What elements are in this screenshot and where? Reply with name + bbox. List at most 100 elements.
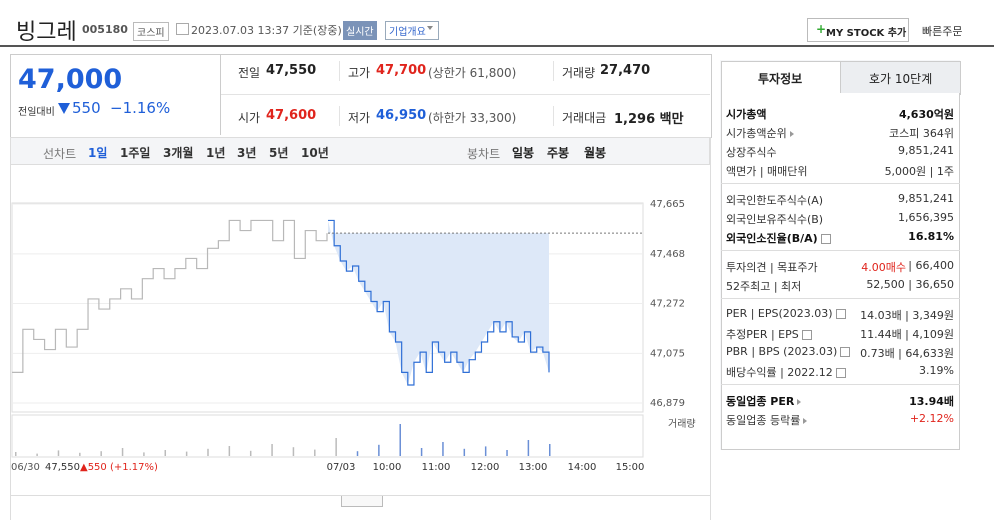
- info-row: PBR | BPS (2023.03) 0.73배 | 64,633원: [726, 343, 954, 362]
- info-row: 외국인한도주식수(A) 9,851,241: [726, 190, 954, 209]
- y-tick-label: 47,665: [650, 199, 685, 210]
- info-value: 5,000원 | 1주: [884, 165, 954, 178]
- info-value: 14.03배 | 3,349원: [860, 309, 954, 322]
- info-value: 코스피 364위: [889, 127, 954, 140]
- summary-value: 47,600: [266, 108, 317, 123]
- info-value: 13.94배: [909, 395, 954, 408]
- info-row: 액면가 | 매매단위 5,000원 | 1주: [726, 161, 954, 180]
- x-tick-label: 13:00: [519, 462, 548, 473]
- plus-icon: +: [816, 22, 827, 36]
- collapse-button[interactable]: [341, 496, 383, 507]
- info-row: 외국인보유주식수(B) 1,656,395: [726, 209, 954, 228]
- info-label: 추정PER | EPS: [726, 326, 812, 342]
- group-rule: [721, 298, 960, 299]
- volume-bar: [314, 449, 316, 456]
- info-value: 0.73배 | 64,633원: [860, 347, 954, 360]
- info-label: PBR | BPS (2023.03): [726, 345, 851, 358]
- help-icon[interactable]: [835, 309, 846, 319]
- summary-value: 46,950: [376, 108, 427, 123]
- info-value: 4,630억원: [898, 108, 954, 121]
- volume-bar: [79, 452, 81, 456]
- divider: [553, 61, 554, 81]
- info-value: 4.00매수: [861, 261, 906, 274]
- prev-close: 47,550: [45, 462, 80, 473]
- datetime: 2023.07.03 13:37 기준(장중): [191, 24, 342, 37]
- info-label: 액면가 | 매매단위: [726, 165, 808, 178]
- overview-button[interactable]: 기업개요: [385, 21, 439, 40]
- group-rule: [721, 250, 960, 251]
- period-tab[interactable]: 1일: [88, 146, 108, 160]
- info-tab-active[interactable]: [721, 61, 841, 94]
- volume-bar: [335, 438, 337, 456]
- period-tab[interactable]: 3개월: [163, 146, 194, 160]
- volume-frame: [11, 414, 644, 458]
- help-icon[interactable]: [835, 368, 846, 378]
- summary-value: 1,296 백만: [614, 112, 684, 127]
- period-tab[interactable]: 10년: [301, 146, 329, 160]
- summary-label: 거래대금: [562, 111, 607, 125]
- mystock-label: MY STOCK 추가: [826, 28, 907, 39]
- candle-tab[interactable]: 주봉: [547, 146, 570, 160]
- price-line: [12, 219, 328, 373]
- summary-label: 전일: [238, 66, 261, 80]
- volume-bar: [463, 448, 466, 456]
- plot-frame: [11, 202, 644, 413]
- volume-bar: [36, 453, 38, 456]
- prev-change: ▲550 (+1.17%): [80, 462, 158, 473]
- divider: [339, 61, 340, 81]
- volume-bar: [185, 451, 188, 456]
- change: 550: [72, 99, 101, 117]
- area-fill: [328, 220, 549, 386]
- realtime-badge[interactable]: 실시간: [343, 21, 377, 40]
- help-icon[interactable]: [820, 234, 831, 244]
- volume-bar: [442, 442, 444, 456]
- info-value: 1,656,395: [898, 211, 954, 224]
- market-badge: 코스피: [133, 22, 169, 41]
- group-rule: [721, 183, 960, 184]
- x-tick-label: 11:00: [422, 462, 451, 473]
- info-value: 3.19%: [919, 364, 954, 377]
- info-row: 배당수익률 | 2022.12 3.19%: [726, 362, 954, 381]
- arrow-icon[interactable]: [789, 131, 794, 137]
- quick-order[interactable]: 빠른주문: [922, 25, 963, 38]
- period-tab[interactable]: 5년: [269, 146, 289, 160]
- summary-value: 47,700: [376, 63, 427, 78]
- help-icon[interactable]: [801, 330, 812, 340]
- volume-bar: [121, 448, 124, 456]
- summary-label: 거래량: [562, 66, 596, 80]
- period-tab[interactable]: 3년: [237, 146, 257, 160]
- info-label: 동일업종 등락률: [726, 412, 808, 428]
- info-row: 동일업종 PER 13.94배: [726, 391, 954, 410]
- tab-bar: [10, 137, 710, 165]
- tab-label: 봉차트: [467, 147, 501, 161]
- volume-bar: [506, 450, 508, 456]
- arrow-icon[interactable]: [803, 418, 808, 424]
- mystock-button[interactable]: [807, 18, 909, 42]
- candle-tab[interactable]: 일봉: [512, 146, 535, 160]
- volume-bar: [100, 451, 102, 456]
- price-line: [328, 219, 550, 386]
- x-tick-label: 10:00: [373, 462, 402, 473]
- period-tab[interactable]: 1주일: [120, 146, 151, 160]
- volume-bar: [378, 444, 380, 456]
- arrow-icon[interactable]: [797, 399, 802, 405]
- y-tick-label: 47,075: [650, 348, 685, 359]
- info-label: 투자의견 | 목표주가: [726, 261, 818, 274]
- volume-bar: [143, 452, 145, 456]
- info-label: 외국인소진율(B/A): [726, 230, 831, 246]
- summary-extra: (상한가 61,800): [428, 66, 517, 80]
- change-label: 전일대비: [18, 107, 55, 118]
- volume-bar: [420, 448, 423, 456]
- volume-bar: [57, 450, 60, 456]
- period-tab[interactable]: 1년: [206, 146, 226, 160]
- info-label: 시가총액순위: [726, 125, 794, 141]
- x-tick-label: 14:00: [568, 462, 597, 473]
- volume-bar: [549, 444, 551, 456]
- y-tick-label: 47,468: [650, 249, 685, 260]
- candle-tab[interactable]: 월봉: [584, 146, 607, 160]
- info-row: 동일업종 등락률 +2.12%: [726, 410, 954, 429]
- help-icon[interactable]: [840, 347, 851, 357]
- x-tick-label: 15:00: [616, 462, 645, 473]
- x-tick-label: 12:00: [471, 462, 500, 473]
